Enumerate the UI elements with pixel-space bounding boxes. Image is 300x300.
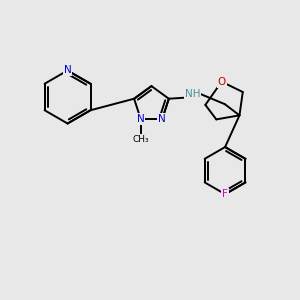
- Text: O: O: [218, 77, 226, 87]
- Text: CH₃: CH₃: [132, 135, 149, 144]
- Text: N: N: [137, 114, 145, 124]
- Text: N: N: [158, 114, 166, 124]
- Text: N: N: [64, 65, 71, 76]
- Text: NH: NH: [185, 89, 200, 99]
- Text: F: F: [222, 189, 228, 199]
